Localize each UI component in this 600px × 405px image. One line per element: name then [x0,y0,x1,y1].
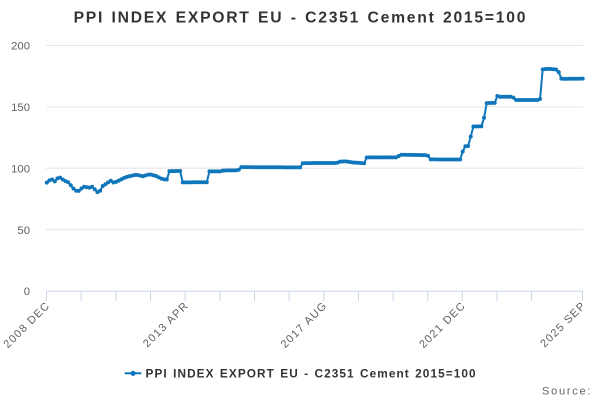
svg-text:PPI INDEX EXPORT EU - C2351 Ce: PPI INDEX EXPORT EU - C2351 Cement 2015=… [146,367,477,381]
svg-text:200: 200 [11,41,30,53]
svg-text:100: 100 [11,164,30,176]
svg-text:Source:: Source: [542,386,592,398]
svg-text:150: 150 [11,102,30,114]
svg-text:0: 0 [24,286,30,298]
svg-text:50: 50 [17,225,30,237]
svg-text:PPI INDEX EXPORT EU - C2351 Ce: PPI INDEX EXPORT EU - C2351 Cement 2015=… [74,10,528,27]
